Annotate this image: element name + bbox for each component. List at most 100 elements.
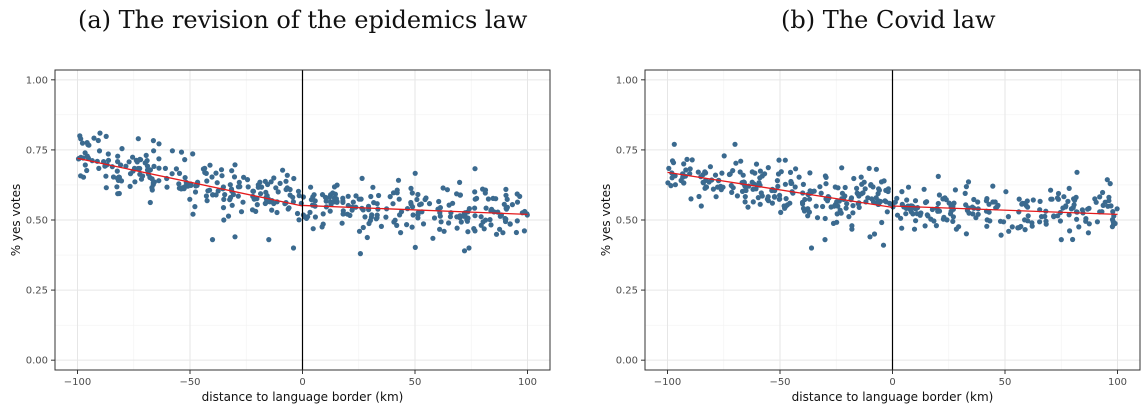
- data-point: [366, 220, 372, 227]
- data-point: [830, 220, 837, 226]
- data-point: [854, 190, 860, 196]
- y-tick-label: 0.00: [26, 356, 48, 367]
- data-point: [311, 192, 317, 198]
- data-point: [899, 225, 905, 231]
- data-point: [935, 173, 941, 179]
- data-point: [126, 159, 132, 165]
- data-point: [420, 221, 427, 227]
- data-point: [689, 157, 695, 163]
- data-point: [828, 204, 834, 210]
- data-point: [130, 154, 136, 160]
- data-point: [480, 186, 486, 192]
- data-point: [327, 208, 333, 214]
- data-point: [1016, 196, 1022, 202]
- data-point: [822, 215, 828, 222]
- data-point: [1093, 199, 1099, 205]
- data-point: [1029, 223, 1035, 229]
- data-point: [975, 199, 981, 205]
- data-point: [353, 193, 359, 199]
- data-point: [254, 196, 260, 202]
- data-point: [103, 133, 109, 139]
- data-point: [911, 226, 918, 232]
- x-tick-label: −50: [179, 377, 200, 388]
- data-point: [835, 203, 841, 209]
- data-point: [669, 158, 676, 164]
- data-point: [356, 228, 363, 234]
- data-point: [345, 193, 351, 199]
- data-point: [341, 211, 347, 217]
- data-point: [85, 142, 91, 148]
- data-point: [137, 165, 143, 172]
- data-point: [222, 192, 228, 198]
- data-point: [277, 180, 283, 186]
- data-point: [394, 222, 400, 228]
- data-point: [1074, 169, 1080, 175]
- panel-title-a: (a) The revision of the epidemics law: [78, 6, 528, 34]
- data-point: [472, 228, 478, 234]
- data-point: [80, 174, 87, 180]
- data-point: [1107, 181, 1113, 187]
- data-point: [457, 179, 463, 185]
- data-point: [190, 151, 196, 157]
- data-point: [490, 195, 496, 201]
- data-point: [732, 141, 738, 147]
- data-point: [894, 212, 901, 218]
- data-point: [192, 189, 199, 195]
- data-point: [269, 207, 275, 213]
- data-point: [778, 209, 784, 215]
- data-point: [781, 203, 787, 209]
- data-point: [290, 199, 296, 205]
- data-point: [344, 211, 351, 217]
- data-point: [238, 209, 245, 215]
- data-point: [412, 244, 418, 250]
- data-point: [728, 182, 734, 189]
- data-point: [1006, 228, 1012, 234]
- data-point: [115, 159, 121, 165]
- data-point: [750, 199, 756, 205]
- y-tick-label: 0.50: [616, 216, 638, 227]
- data-point: [846, 214, 852, 220]
- data-point: [103, 173, 109, 179]
- data-point: [755, 195, 761, 201]
- data-point: [953, 226, 959, 232]
- data-point: [487, 217, 493, 223]
- data-point: [151, 148, 157, 154]
- data-point: [1071, 196, 1077, 202]
- data-point: [229, 168, 235, 174]
- data-point: [1068, 206, 1074, 212]
- y-tick-label: 0.50: [26, 216, 48, 227]
- data-point: [409, 190, 415, 196]
- data-point: [114, 168, 120, 174]
- data-point: [700, 179, 706, 185]
- data-point: [935, 200, 941, 207]
- data-point: [503, 186, 509, 192]
- data-point: [215, 188, 221, 194]
- data-point: [501, 201, 507, 207]
- data-point: [218, 167, 225, 173]
- data-point: [284, 185, 290, 191]
- data-point: [245, 184, 251, 190]
- data-point: [1067, 228, 1073, 234]
- data-point: [193, 183, 199, 189]
- data-point: [1055, 213, 1061, 219]
- data-point: [227, 182, 233, 188]
- data-point: [865, 195, 871, 201]
- data-point: [1061, 194, 1067, 200]
- data-point: [485, 196, 491, 202]
- data-point: [1048, 187, 1054, 193]
- data-point: [114, 184, 120, 190]
- data-point: [843, 205, 849, 211]
- data-point: [82, 150, 88, 156]
- fit-line-left: [667, 171, 893, 209]
- data-point: [444, 187, 450, 193]
- data-point: [858, 191, 865, 197]
- data-point: [118, 178, 125, 184]
- data-point: [963, 184, 969, 190]
- data-point: [707, 164, 713, 170]
- data-point: [965, 179, 972, 185]
- data-point: [933, 223, 939, 229]
- data-point: [1086, 205, 1092, 211]
- data-point: [696, 193, 702, 200]
- data-point: [921, 186, 927, 192]
- data-point: [818, 190, 824, 196]
